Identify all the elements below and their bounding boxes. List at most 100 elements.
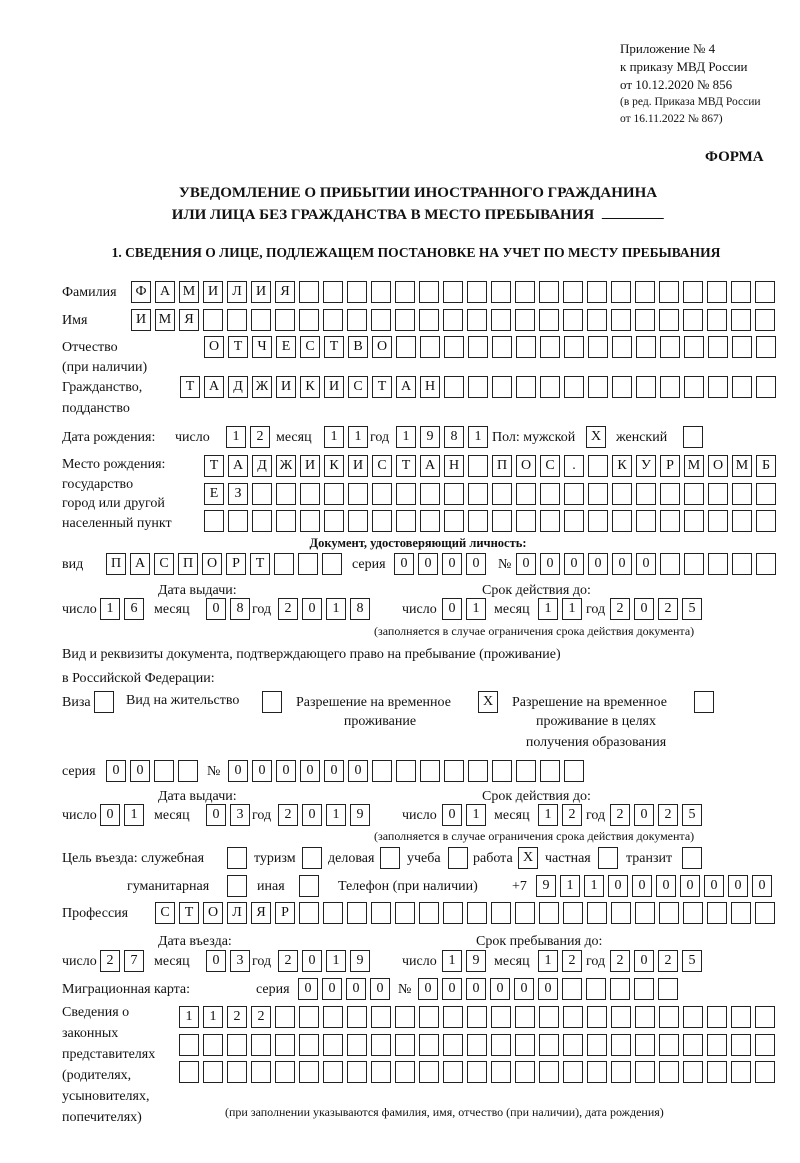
char-cell[interactable]: 1: [179, 1006, 199, 1028]
char-cell[interactable]: Т: [324, 336, 344, 358]
char-cell[interactable]: С: [348, 376, 368, 398]
char-cell[interactable]: [227, 1061, 247, 1083]
char-cell[interactable]: [372, 483, 392, 505]
char-cell[interactable]: [467, 281, 487, 303]
checkbox-cell[interactable]: X: [586, 426, 606, 448]
char-cell[interactable]: [611, 1006, 631, 1028]
char-cell[interactable]: [612, 510, 632, 532]
char-cell[interactable]: [708, 376, 728, 398]
char-cell[interactable]: [515, 1034, 535, 1056]
char-cell[interactable]: [563, 902, 583, 924]
char-cell[interactable]: 0: [588, 553, 608, 575]
char-cell[interactable]: И: [348, 455, 368, 477]
char-cell[interactable]: 0: [130, 760, 150, 782]
char-cell[interactable]: [443, 902, 463, 924]
char-cell[interactable]: 0: [514, 978, 534, 1000]
char-cell[interactable]: 2: [610, 950, 630, 972]
char-cell[interactable]: [756, 483, 776, 505]
char-cell[interactable]: 2: [100, 950, 120, 972]
char-cell[interactable]: [395, 902, 415, 924]
char-cell[interactable]: А: [204, 376, 224, 398]
char-cell[interactable]: [467, 1061, 487, 1083]
char-cell[interactable]: [203, 1061, 223, 1083]
char-cell[interactable]: 0: [302, 598, 322, 620]
char-cell[interactable]: [756, 336, 776, 358]
char-cell[interactable]: [444, 336, 464, 358]
char-cell[interactable]: [323, 281, 343, 303]
char-cell[interactable]: И: [131, 309, 151, 331]
char-cell[interactable]: [635, 902, 655, 924]
char-cell[interactable]: [179, 1034, 199, 1056]
char-cell[interactable]: [612, 336, 632, 358]
char-cell[interactable]: 0: [252, 760, 272, 782]
char-cell[interactable]: 0: [608, 875, 628, 897]
char-cell[interactable]: [251, 1061, 271, 1083]
char-cell[interactable]: [732, 376, 752, 398]
char-cell[interactable]: [684, 483, 704, 505]
char-cell[interactable]: А: [155, 281, 175, 303]
char-cell[interactable]: А: [228, 455, 248, 477]
char-cell[interactable]: 3: [230, 804, 250, 826]
char-cell[interactable]: И: [324, 376, 344, 398]
char-cell[interactable]: [684, 336, 704, 358]
char-cell[interactable]: [396, 760, 416, 782]
char-cell[interactable]: [251, 309, 271, 331]
temp-permit-checkbox[interactable]: X: [478, 691, 498, 713]
char-cell[interactable]: Ж: [252, 376, 272, 398]
char-cell[interactable]: О: [204, 336, 224, 358]
char-cell[interactable]: [468, 760, 488, 782]
char-cell[interactable]: [659, 281, 679, 303]
char-cell[interactable]: [420, 760, 440, 782]
char-cell[interactable]: [516, 760, 536, 782]
char-cell[interactable]: [634, 978, 654, 1000]
char-cell[interactable]: 0: [704, 875, 724, 897]
purpose-other-checkbox[interactable]: [299, 875, 319, 897]
char-cell[interactable]: [444, 483, 464, 505]
char-cell[interactable]: [371, 902, 391, 924]
char-cell[interactable]: [636, 483, 656, 505]
char-cell[interactable]: 2: [227, 1006, 247, 1028]
char-cell[interactable]: 0: [540, 553, 560, 575]
char-cell[interactable]: [298, 553, 318, 575]
char-cell[interactable]: [395, 281, 415, 303]
char-cell[interactable]: Ж: [276, 455, 296, 477]
char-cell[interactable]: Я: [179, 309, 199, 331]
char-cell[interactable]: 0: [656, 875, 676, 897]
char-cell[interactable]: [660, 553, 680, 575]
char-cell[interactable]: [755, 309, 775, 331]
char-cell[interactable]: С: [372, 455, 392, 477]
char-cell[interactable]: 0: [100, 804, 120, 826]
char-cell[interactable]: А: [420, 455, 440, 477]
char-cell[interactable]: [707, 902, 727, 924]
char-cell[interactable]: [491, 902, 511, 924]
checkbox-cell[interactable]: [683, 426, 703, 448]
char-cell[interactable]: [588, 483, 608, 505]
char-cell[interactable]: [563, 1034, 583, 1056]
char-cell[interactable]: [492, 483, 512, 505]
char-cell[interactable]: [251, 1034, 271, 1056]
checkbox-cell[interactable]: [448, 847, 468, 869]
char-cell[interactable]: 1: [324, 426, 344, 448]
char-cell[interactable]: [683, 1034, 703, 1056]
char-cell[interactable]: 1: [560, 875, 580, 897]
char-cell[interactable]: 0: [370, 978, 390, 1000]
blank-line[interactable]: [602, 218, 665, 219]
checkbox-cell[interactable]: X: [478, 691, 498, 713]
char-cell[interactable]: 9: [420, 426, 440, 448]
char-cell[interactable]: [610, 978, 630, 1000]
char-cell[interactable]: 0: [752, 875, 772, 897]
char-cell[interactable]: [371, 1006, 391, 1028]
char-cell[interactable]: 2: [278, 804, 298, 826]
char-cell[interactable]: 0: [728, 875, 748, 897]
purpose-official-checkbox[interactable]: [227, 847, 247, 869]
char-cell[interactable]: [491, 281, 511, 303]
char-cell[interactable]: 1: [584, 875, 604, 897]
char-cell[interactable]: [276, 483, 296, 505]
char-cell[interactable]: 5: [682, 804, 702, 826]
char-cell[interactable]: Т: [372, 376, 392, 398]
